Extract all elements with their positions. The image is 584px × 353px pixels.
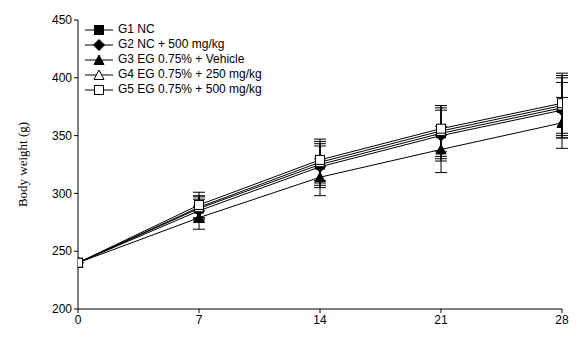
html-text:G1 NC: G1 NC [118, 22, 155, 36]
svg-text:0: 0 [75, 313, 82, 327]
html-text:G4 EG 0.75% + 250 mg/kg: G4 EG 0.75% + 250 mg/kg [118, 67, 262, 81]
svg-text:400: 400 [52, 71, 72, 85]
svg-text:21: 21 [434, 313, 448, 327]
html-text:G5 EG 0.75% + 500 mg/kg: G5 EG 0.75% + 500 mg/kg [118, 82, 262, 96]
svg-text:Body weight (g): Body weight (g) [15, 122, 30, 207]
svg-text:350: 350 [52, 129, 72, 143]
svg-text:14: 14 [313, 313, 327, 327]
html-text:G2 NC + 500 mg/kg: G2 NC + 500 mg/kg [118, 37, 225, 51]
svg-text:200: 200 [52, 302, 72, 316]
svg-text:300: 300 [52, 187, 72, 201]
svg-text:7: 7 [196, 313, 203, 327]
svg-text:28: 28 [555, 313, 569, 327]
svg-text:250: 250 [52, 244, 72, 258]
svg-text:450: 450 [52, 13, 72, 27]
html-text:G3 EG 0.75% + Vehicle: G3 EG 0.75% + Vehicle [118, 52, 245, 66]
